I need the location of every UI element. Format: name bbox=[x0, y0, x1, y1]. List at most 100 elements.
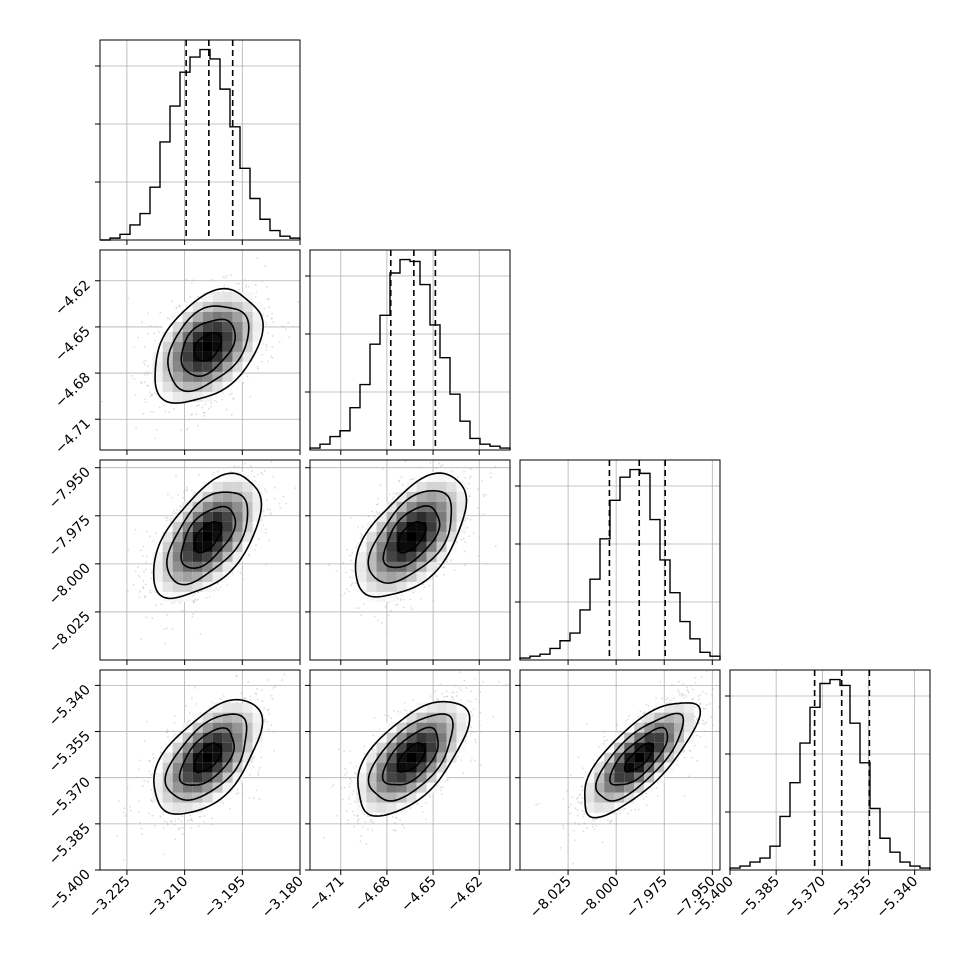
density-cell bbox=[202, 291, 213, 302]
density-cell bbox=[192, 351, 203, 362]
sample-point bbox=[371, 510, 373, 513]
sample-point bbox=[242, 382, 245, 384]
density-cell bbox=[172, 521, 183, 532]
density-cell bbox=[202, 541, 213, 552]
sample-point bbox=[428, 584, 431, 587]
sample-point bbox=[143, 345, 146, 348]
sample-point bbox=[464, 564, 466, 566]
density-cell bbox=[396, 541, 407, 552]
density-cell bbox=[242, 521, 253, 532]
density-cell bbox=[192, 511, 203, 522]
density-cell bbox=[232, 491, 243, 502]
sample-point bbox=[185, 489, 188, 492]
density-cell bbox=[152, 551, 163, 562]
sample-point bbox=[213, 589, 216, 592]
density-cell bbox=[426, 551, 437, 562]
sample-point bbox=[434, 574, 437, 577]
density-cell bbox=[222, 531, 233, 542]
density-cell bbox=[232, 341, 243, 352]
sample-point bbox=[271, 317, 274, 320]
density-cell bbox=[252, 521, 263, 532]
sample-point bbox=[168, 318, 171, 320]
sample-point bbox=[149, 592, 152, 594]
sample-point bbox=[219, 586, 222, 588]
sample-point bbox=[250, 465, 252, 468]
sample-point bbox=[418, 466, 421, 469]
histogram-panel-2 bbox=[515, 459, 721, 665]
sample-point bbox=[143, 363, 146, 366]
contour-level-0 bbox=[194, 520, 223, 554]
density-cell bbox=[242, 471, 253, 482]
sample-point bbox=[193, 600, 196, 603]
density-cell bbox=[232, 481, 243, 492]
sample-point bbox=[419, 598, 422, 600]
sample-point bbox=[175, 508, 178, 511]
sample-point bbox=[173, 408, 176, 410]
density-cell bbox=[172, 341, 183, 352]
density-cell bbox=[162, 341, 173, 352]
sample-point bbox=[468, 482, 470, 485]
density-cell bbox=[376, 571, 387, 582]
sample-point bbox=[268, 539, 270, 542]
sample-point bbox=[481, 480, 483, 482]
sample-point bbox=[253, 475, 256, 478]
sample-point bbox=[376, 503, 379, 506]
sample-point bbox=[450, 470, 453, 472]
density-cell bbox=[202, 371, 213, 382]
sample-point bbox=[392, 496, 395, 498]
sample-point bbox=[218, 454, 220, 456]
sample-point bbox=[160, 603, 163, 606]
sample-point bbox=[140, 827, 143, 830]
sample-point bbox=[268, 306, 271, 308]
sample-point bbox=[217, 470, 220, 473]
density-cell bbox=[406, 581, 417, 592]
sample-point bbox=[207, 407, 210, 410]
sample-point bbox=[181, 815, 184, 818]
density-cell bbox=[182, 371, 193, 382]
sample-point bbox=[168, 411, 171, 414]
sample-point bbox=[404, 460, 407, 463]
density-cell bbox=[212, 551, 223, 562]
sample-point bbox=[142, 587, 145, 589]
sample-point bbox=[223, 284, 226, 286]
sample-point bbox=[361, 534, 363, 536]
sample-point bbox=[247, 285, 250, 288]
sample-point bbox=[464, 477, 467, 479]
density-cell bbox=[252, 501, 263, 512]
sample-point bbox=[254, 549, 256, 551]
sample-point bbox=[397, 597, 399, 600]
sample-point bbox=[345, 587, 348, 590]
density-cell bbox=[212, 571, 223, 582]
density-cell bbox=[366, 581, 377, 592]
sample-point bbox=[466, 526, 469, 529]
sample-point bbox=[403, 598, 406, 601]
sample-point bbox=[476, 506, 479, 509]
sample-point bbox=[197, 404, 200, 407]
sample-point bbox=[381, 622, 383, 624]
density-cell bbox=[192, 501, 203, 512]
sample-point bbox=[261, 280, 263, 283]
sample-point bbox=[264, 264, 266, 267]
density-cell bbox=[436, 511, 447, 522]
sample-point bbox=[254, 295, 257, 298]
sample-point bbox=[350, 568, 353, 571]
sample-point bbox=[138, 800, 141, 802]
density-cell bbox=[192, 301, 203, 312]
density-cell bbox=[456, 521, 467, 532]
density-cell bbox=[376, 581, 387, 592]
sample-point bbox=[442, 566, 445, 569]
density-cell bbox=[232, 531, 243, 542]
sample-point bbox=[190, 817, 193, 820]
sample-point bbox=[271, 356, 274, 359]
density-cell bbox=[212, 521, 223, 532]
sample-point bbox=[473, 532, 475, 534]
sample-point bbox=[191, 615, 194, 618]
sample-point bbox=[151, 569, 154, 572]
density-cell bbox=[252, 511, 263, 522]
sample-point bbox=[256, 365, 259, 368]
sample-point bbox=[351, 551, 354, 554]
sample-point bbox=[221, 392, 224, 394]
sample-point bbox=[145, 720, 148, 723]
sample-point bbox=[278, 341, 281, 343]
density-cell bbox=[252, 311, 263, 322]
